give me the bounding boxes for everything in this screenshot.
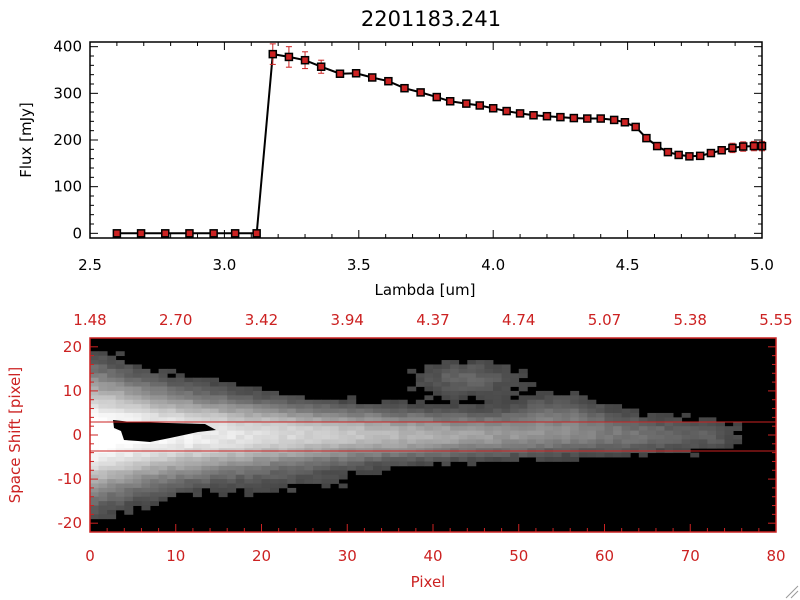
- data-point: [529, 111, 538, 120]
- pixel-x-tick: 20: [252, 547, 271, 565]
- data-point: [209, 229, 218, 238]
- spectrum-x-tick: 2.5: [78, 256, 102, 274]
- data-point: [400, 83, 409, 93]
- space-shift-y-tick: -10: [58, 470, 83, 488]
- spectrum-y-tick: 200: [53, 131, 82, 149]
- data-point: [230, 229, 240, 238]
- spectrum-y-tick: 0: [72, 224, 82, 242]
- space-shift-y-tick: 0: [72, 426, 82, 444]
- space-shift-y-tick: -20: [58, 514, 83, 532]
- wavelength-top-tick: 1.48: [73, 311, 106, 329]
- data-point: [161, 229, 170, 238]
- data-point: [706, 148, 716, 158]
- data-point: [663, 147, 673, 157]
- saturated-region: [113, 420, 216, 442]
- data-point: [351, 69, 361, 78]
- data-point: [631, 122, 640, 132]
- data-point: [583, 114, 592, 123]
- data-point: [674, 150, 683, 160]
- pixel-x-tick: 0: [85, 547, 95, 565]
- spatial-profile-frame: [89, 337, 777, 533]
- data-point: [445, 97, 455, 106]
- pixel-x-tick: 40: [423, 547, 442, 565]
- spectrum-x-tick: 4.0: [481, 256, 505, 274]
- wavelength-top-tick: 2.70: [159, 311, 192, 329]
- space-shift-y-tick: 10: [63, 382, 82, 400]
- spectrum-x-tick-labels: 2.5 3.0 3.5 4.0 4.5 5.0: [78, 256, 774, 274]
- data-point: [642, 133, 651, 143]
- data-point: [384, 76, 393, 86]
- spectrum-plot: [89, 42, 767, 238]
- spectrum-x-tick: 3.5: [347, 256, 371, 274]
- data-point: [252, 229, 261, 238]
- wavelength-top-tick: 3.94: [331, 311, 364, 329]
- spectrum-x-axis-label: Lambda [um]: [375, 281, 476, 299]
- wavelength-top-tick: 4.37: [416, 311, 449, 329]
- pixel-x-tick: 80: [766, 547, 785, 565]
- data-point: [185, 229, 194, 238]
- data-point: [728, 143, 737, 153]
- data-point: [367, 73, 377, 82]
- data-point: [300, 55, 310, 65]
- data-point: [717, 146, 726, 155]
- data-point: [569, 113, 579, 123]
- spectrum-y-tick: 300: [53, 84, 82, 102]
- data-point: [502, 106, 511, 116]
- spectrum-y-tick: 400: [53, 38, 82, 56]
- data-point: [685, 152, 694, 161]
- pixel-x-tick: 60: [595, 547, 614, 565]
- chart-title: 2201183.241: [361, 7, 501, 31]
- data-point: [316, 62, 326, 71]
- wavelength-top-tick: 4.74: [502, 311, 535, 329]
- spatial-profile-image: [89, 337, 777, 533]
- data-point: [695, 151, 705, 161]
- data-point: [609, 115, 619, 125]
- spectrum-line: [116, 52, 762, 235]
- space-shift-y-tick: 20: [63, 338, 82, 356]
- spectrum-y-tick: 100: [53, 178, 82, 196]
- pixel-x-tick-labels: 0 10 20 30 40 50 60 70 80: [85, 547, 785, 565]
- spectrum-y-axis-label: Flux [mJy]: [17, 102, 35, 178]
- data-point: [596, 114, 605, 123]
- spectrum-plot-frame: [89, 41, 763, 239]
- data-point: [475, 101, 485, 110]
- wavelength-top-tick: 5.55: [759, 311, 792, 329]
- data-point: [462, 99, 471, 108]
- pixel-x-tick: 70: [681, 547, 700, 565]
- pixel-x-tick: 10: [166, 547, 185, 565]
- data-point: [738, 142, 748, 151]
- data-point: [335, 69, 345, 78]
- pixel-x-tick: 30: [338, 547, 357, 565]
- data-point: [268, 49, 278, 59]
- data-point: [556, 112, 565, 122]
- pixel-x-axis-label: Pixel: [411, 573, 446, 591]
- resize-grip-icon[interactable]: [785, 585, 799, 599]
- data-point: [652, 141, 662, 151]
- data-point: [432, 92, 442, 102]
- spectrum-ticks: [89, 42, 763, 238]
- data-point: [416, 88, 425, 97]
- wavelength-top-tick-labels: 1.48 2.70 3.42 3.94 4.37 4.74 5.07 5.38 5.55: [73, 311, 792, 329]
- spectrum-x-tick: 5.0: [750, 256, 774, 274]
- data-point: [749, 141, 759, 151]
- data-point: [136, 229, 146, 238]
- data-point: [112, 229, 122, 238]
- wavelength-top-tick: 3.42: [245, 311, 278, 329]
- spectrum-x-tick: 3.0: [212, 256, 236, 274]
- data-point: [620, 118, 630, 127]
- wavelength-top-tick: 5.38: [674, 311, 707, 329]
- data-point: [488, 104, 498, 113]
- space-shift-y-axis-label: Space Shift [pixel]: [6, 367, 24, 504]
- spectrum-x-tick: 4.5: [616, 256, 640, 274]
- data-point: [515, 109, 525, 118]
- space-shift-y-tick-labels: -20 -10 0 10 20: [58, 338, 83, 532]
- pixel-x-tick: 50: [509, 547, 528, 565]
- data-point: [542, 111, 552, 121]
- data-point: [284, 52, 294, 62]
- spectrum-y-tick-labels: 0 100 200 300 400: [53, 38, 82, 243]
- wavelength-top-tick: 5.07: [588, 311, 621, 329]
